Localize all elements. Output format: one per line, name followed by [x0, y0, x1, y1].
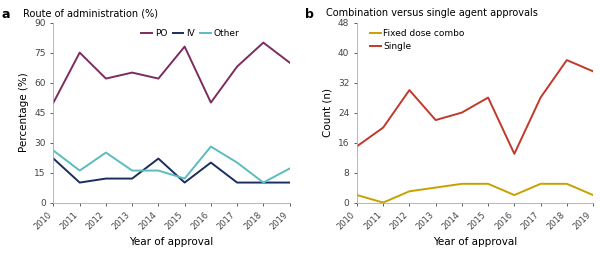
Other — [181, 177, 188, 180]
PO — [103, 77, 110, 80]
Text: a: a — [1, 8, 10, 21]
Text: Combination versus single agent approvals: Combination versus single agent approval… — [326, 8, 538, 18]
Other — [260, 181, 267, 184]
IV — [155, 157, 162, 160]
Line: Single: Single — [357, 60, 593, 154]
Fixed dose combo — [353, 194, 361, 197]
Single — [406, 89, 413, 92]
PO — [76, 51, 83, 54]
Y-axis label: Percentage (%): Percentage (%) — [19, 73, 29, 152]
Line: Fixed dose combo: Fixed dose combo — [357, 184, 593, 202]
Single — [485, 96, 492, 99]
Fixed dose combo — [563, 182, 571, 185]
Fixed dose combo — [406, 190, 413, 193]
Single — [353, 145, 361, 148]
PO — [181, 45, 188, 48]
Fixed dose combo — [537, 182, 544, 185]
PO — [260, 41, 267, 44]
PO — [233, 65, 241, 68]
Other — [233, 161, 241, 164]
Fixed dose combo — [432, 186, 439, 189]
Single — [432, 119, 439, 122]
Single — [537, 96, 544, 99]
Other — [286, 167, 293, 170]
IV — [128, 177, 136, 180]
Other — [103, 151, 110, 154]
IV — [103, 177, 110, 180]
Fixed dose combo — [380, 201, 387, 204]
PO — [128, 71, 136, 74]
Single — [458, 111, 466, 114]
Fixed dose combo — [511, 194, 518, 197]
Legend: PO, IV, Other: PO, IV, Other — [137, 25, 243, 41]
IV — [50, 157, 57, 160]
IV — [76, 181, 83, 184]
Line: Other: Other — [53, 147, 290, 183]
Single — [589, 70, 596, 73]
Fixed dose combo — [485, 182, 492, 185]
X-axis label: Year of approval: Year of approval — [130, 237, 214, 247]
X-axis label: Year of approval: Year of approval — [433, 237, 517, 247]
IV — [181, 181, 188, 184]
IV — [233, 181, 241, 184]
Fixed dose combo — [458, 182, 466, 185]
Other — [76, 169, 83, 172]
IV — [260, 181, 267, 184]
Y-axis label: Count (n): Count (n) — [322, 88, 332, 137]
IV — [207, 161, 214, 164]
PO — [286, 61, 293, 64]
Single — [380, 126, 387, 129]
Single — [563, 59, 571, 62]
Text: Route of administration (%): Route of administration (%) — [23, 8, 158, 18]
Other — [207, 145, 214, 148]
PO — [50, 101, 57, 104]
Fixed dose combo — [589, 194, 596, 197]
Text: b: b — [305, 8, 314, 21]
Line: PO: PO — [53, 43, 290, 103]
PO — [207, 101, 214, 104]
Line: IV: IV — [53, 158, 290, 183]
Other — [155, 169, 162, 172]
Other — [50, 149, 57, 152]
PO — [155, 77, 162, 80]
Single — [511, 152, 518, 155]
Other — [128, 169, 136, 172]
IV — [286, 181, 293, 184]
Legend: Fixed dose combo, Single: Fixed dose combo, Single — [366, 25, 468, 55]
